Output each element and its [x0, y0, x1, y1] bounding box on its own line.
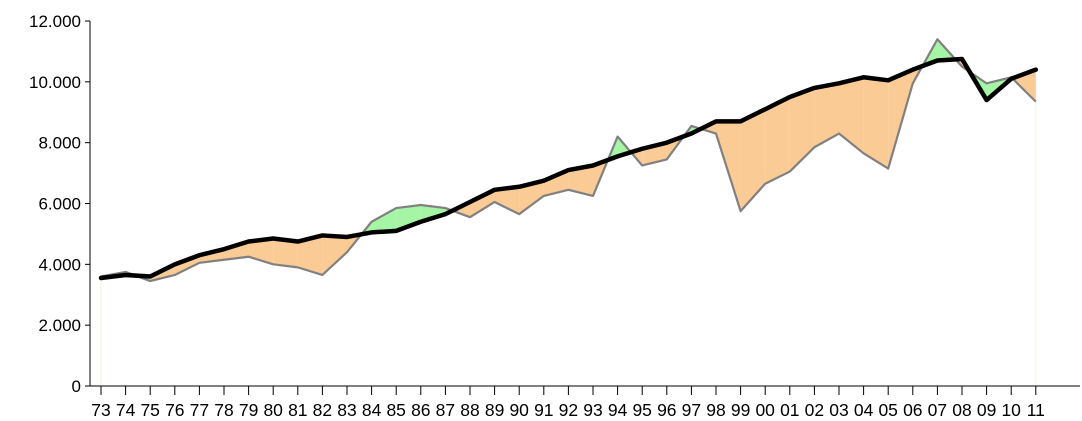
x-tick-label: 75 [140, 400, 159, 420]
x-tick-label: 05 [878, 400, 897, 420]
difference-fill [494, 186, 520, 215]
x-tick-label: 88 [460, 400, 479, 420]
x-tick-label: 84 [362, 400, 382, 420]
x-tick-label: 99 [731, 400, 750, 420]
x-tick-label: 79 [239, 400, 258, 420]
y-tick-label: 10.000 [29, 73, 81, 92]
axes [89, 21, 1080, 387]
x-tick-label: 74 [116, 400, 136, 420]
x-tick-label: 98 [706, 400, 725, 420]
x-tick-label: 80 [263, 400, 283, 420]
x-tick-label: 02 [805, 400, 824, 420]
x-tick-label: 87 [436, 400, 455, 420]
x-axis-ticks: 73 74 75 76 77 78 79 80 81 82 83 84 85 86 87 88 89 90 91 92… [91, 386, 1045, 420]
difference-fill [519, 180, 544, 215]
x-tick-label: 03 [829, 400, 848, 420]
series-actual-line [100, 38, 1037, 283]
difference-fill [740, 109, 766, 212]
difference-fill [863, 77, 889, 169]
y-tick-label: 12.000 [29, 12, 81, 31]
y-tick-label: 0 [72, 377, 81, 396]
x-tick-label: 00 [755, 400, 775, 420]
x-tick-label: 78 [214, 400, 233, 420]
difference-fill [814, 83, 839, 148]
difference-fill [543, 170, 569, 196]
x-tick-label: 96 [657, 400, 676, 420]
x-tick-label: 11 [1027, 400, 1045, 420]
x-tick-label: 85 [386, 400, 405, 420]
x-tick-label: 07 [928, 400, 947, 420]
y-tick-label: 6.000 [38, 195, 81, 214]
difference-fill [273, 238, 298, 268]
difference-fill [322, 235, 347, 275]
x-tick-label: 92 [559, 400, 578, 420]
difference-fill [470, 189, 495, 218]
y-tick-label: 4.000 [38, 255, 81, 274]
difference-fill [297, 235, 323, 275]
x-tick-label: 09 [977, 400, 996, 420]
difference-fill [839, 77, 864, 154]
x-tick-label: 83 [337, 400, 356, 420]
x-tick-label: 91 [534, 400, 553, 420]
x-tick-label: 86 [411, 400, 430, 420]
x-tick-label: 94 [608, 400, 628, 420]
x-tick-label: 82 [313, 400, 332, 420]
x-tick-label: 73 [91, 400, 110, 420]
x-tick-label: 06 [903, 400, 922, 420]
y-tick-label: 8.000 [38, 134, 81, 153]
y-axis-ticks: 0 2.000 4.000 6.000 8.000 10.000 12.000 [29, 12, 90, 396]
x-tick-label: 90 [509, 400, 529, 420]
x-tick-label: 76 [165, 400, 184, 420]
x-tick-label: 81 [288, 400, 307, 420]
difference-fill [765, 97, 790, 184]
difference-fills [100, 39, 1037, 386]
difference-fill [224, 241, 249, 260]
x-tick-label: 04 [854, 400, 874, 420]
difference-fill [568, 165, 593, 196]
series-trend-line [98, 56, 1039, 281]
difference-fill [396, 205, 421, 231]
y-tick-label: 2.000 [38, 316, 81, 335]
x-tick-label: 89 [485, 400, 504, 420]
difference-fill [371, 208, 397, 233]
difference-fill [174, 255, 200, 275]
series-lines [98, 38, 1039, 283]
difference-fill [789, 87, 815, 172]
x-tick-label: 97 [682, 400, 701, 420]
x-tick-label: 01 [780, 400, 799, 420]
x-tick-label: 08 [952, 400, 971, 420]
x-tick-label: 10 [1001, 400, 1021, 420]
x-tick-label: 77 [190, 400, 209, 420]
x-tick-label: 93 [583, 400, 602, 420]
x-tick-label: 95 [632, 400, 651, 420]
